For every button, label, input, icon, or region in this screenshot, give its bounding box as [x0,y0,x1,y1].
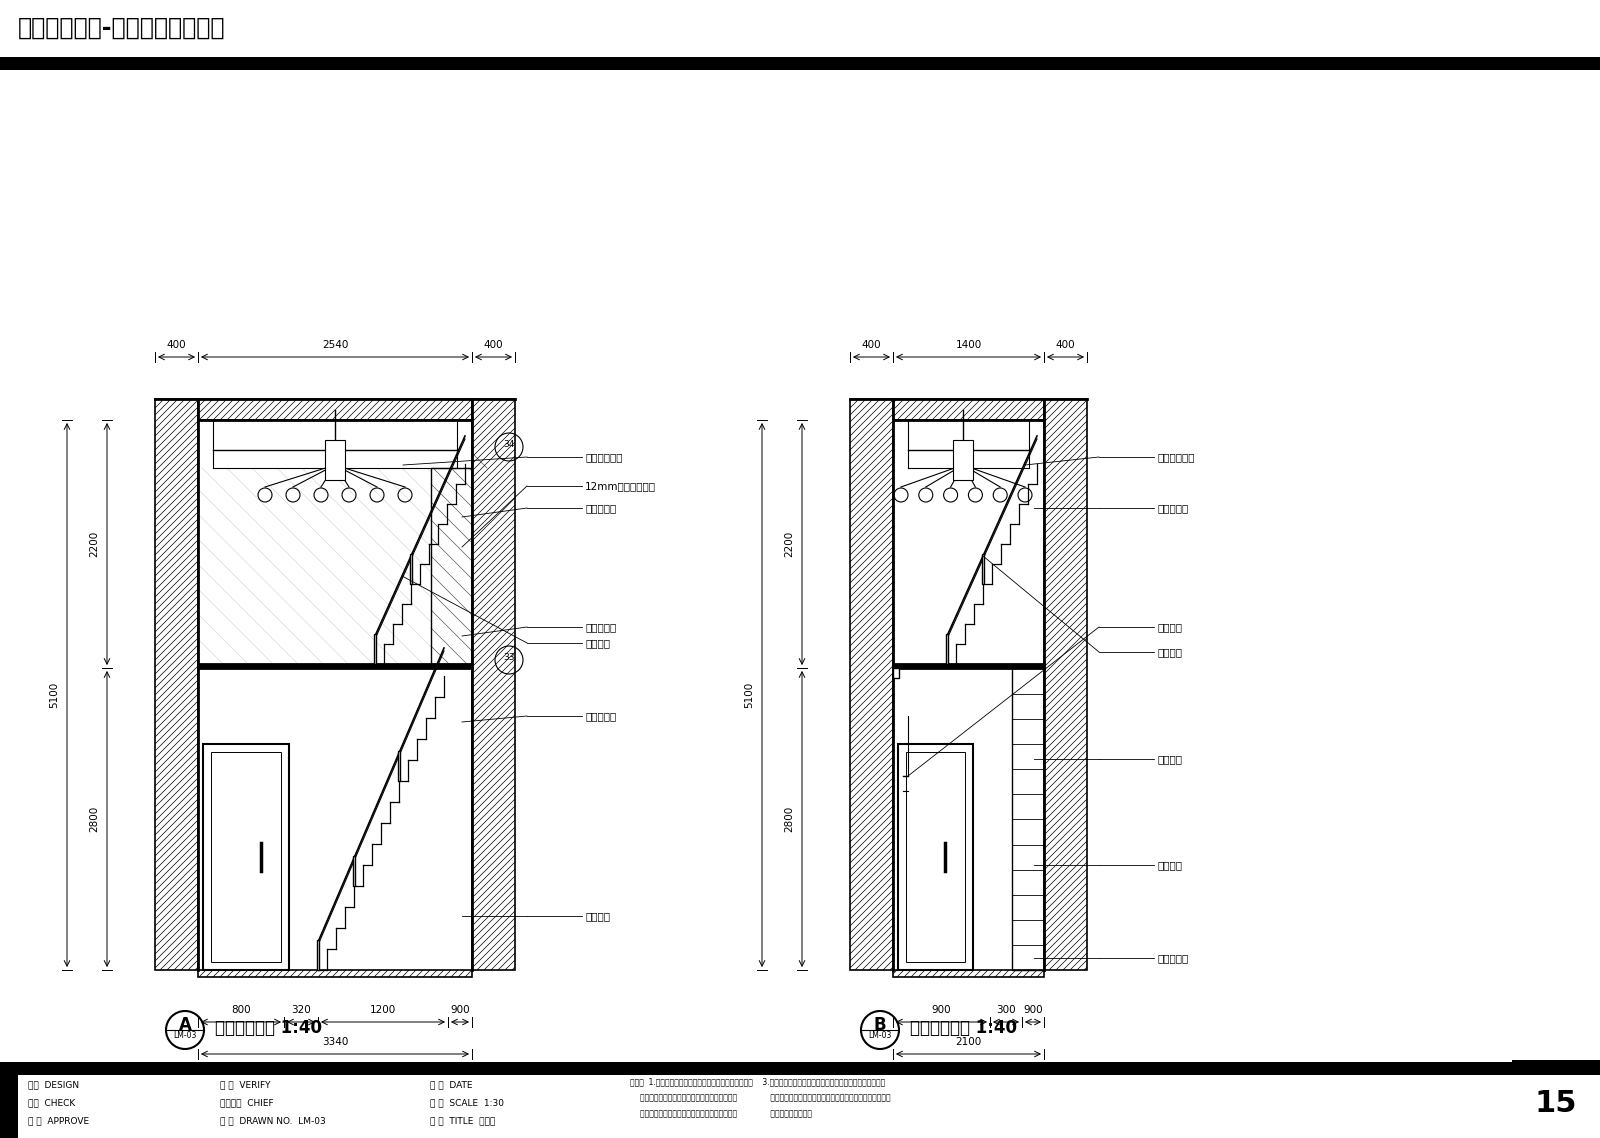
Text: A: A [179,1016,192,1034]
Text: 2800: 2800 [784,806,794,832]
Text: 面板饰面: 面板饰面 [586,912,610,921]
Text: 400: 400 [1056,340,1075,351]
Bar [0,57,1600,71]
Text: 实木栏杆: 实木栏杆 [586,638,610,648]
Text: 校对  CHECK: 校对 CHECK [29,1098,75,1107]
Bar [1512,1059,1600,1075]
Text: 1400: 1400 [955,340,982,351]
Text: 乳胶漆饰面: 乳胶漆饰面 [586,622,616,632]
Text: 900: 900 [931,1005,952,1015]
Text: 2100: 2100 [955,1037,982,1047]
Bar [203,744,290,970]
Text: 900: 900 [450,1005,470,1015]
Text: B: B [874,1016,886,1034]
Text: 面板饰面: 面板饰面 [1157,754,1182,764]
Bar [906,752,965,962]
Bar [893,399,1043,420]
Text: 审 核  VERIFY: 审 核 VERIFY [221,1080,270,1089]
Bar [410,554,413,584]
Text: 楼梯间立面图 1:40: 楼梯间立面图 1:40 [910,1019,1018,1037]
Text: 15: 15 [1534,1089,1578,1118]
Bar [198,970,472,978]
Bar [946,634,947,663]
Text: 比 例  SCALE  1:30: 比 例 SCALE 1:30 [430,1098,504,1107]
Text: 项目负责  CHIEF: 项目负责 CHIEF [221,1098,274,1107]
Bar [0,1062,1600,1075]
Text: 审 定  APPROVE: 审 定 APPROVE [29,1116,90,1125]
Text: 图 名  TITLE  立面图: 图 名 TITLE 立面图 [430,1116,496,1125]
Text: 400: 400 [483,340,504,351]
Text: 乳胶漆饰面: 乳胶漆饰面 [586,711,616,721]
Text: 5100: 5100 [50,682,59,708]
Text: 乳胶漆饰面: 乳胶漆饰面 [1157,503,1189,513]
Text: 成品艺术吊灯: 成品艺术吊灯 [1157,452,1195,462]
Bar [211,752,282,962]
Bar [893,663,1043,668]
Text: 2200: 2200 [90,530,99,558]
Text: 400: 400 [862,340,882,351]
Text: 楼梯间立面图 1:40: 楼梯间立面图 1:40 [214,1019,322,1037]
Text: 图纸；如发现有任何矛盾处，应通知设计单位。              或签名的图纸无效。: 图纸；如发现有任何矛盾处，应通知设计单位。 或签名的图纸无效。 [640,1110,813,1119]
Bar [898,744,973,970]
Bar [982,554,984,584]
Text: 日 期  DATE: 日 期 DATE [430,1080,472,1089]
Bar [850,399,893,970]
Text: 实木栏杆: 实木栏杆 [1157,622,1182,632]
Text: 300: 300 [997,1005,1016,1015]
Text: 3340: 3340 [322,1037,349,1047]
Text: 900: 900 [1022,1005,1043,1015]
Text: 备注：  1.切割以比例量度此图，一切切以图纸标注为准。    3.本图版权归深圳市奥博堂装饰设计公司所有，未经允许不: 备注： 1.切割以比例量度此图，一切切以图纸标注为准。 3.本图版权归深圳市奥博… [630,1078,885,1087]
Bar [430,468,472,663]
Text: 12mm钢化玻璃隔墙: 12mm钢化玻璃隔墙 [586,481,656,490]
Bar [325,440,346,480]
Text: 2200: 2200 [784,530,794,558]
Text: LM-03: LM-03 [173,1031,197,1040]
Text: 图 号  DRAWN NO.  LM-03: 图 号 DRAWN NO. LM-03 [221,1116,326,1125]
Text: 2540: 2540 [322,340,349,351]
Text: 320: 320 [291,1005,310,1015]
Bar [1013,668,1043,970]
Bar [954,440,973,480]
Bar [155,399,198,970]
Text: 400: 400 [166,340,186,351]
Bar [198,399,472,420]
Text: 使用此图纸，应同时参照建筑图纸及其他相关文              得将真实于本项目出以外的用场合；本盖也原有请查设计人: 使用此图纸，应同时参照建筑图纸及其他相关文 得将真实于本项目出以外的用场合；本盖… [640,1094,891,1103]
Bar [374,634,376,663]
Text: 深圳盐田茶室-室内设计装饰工程: 深圳盐田茶室-室内设计装饰工程 [18,16,226,40]
Bar [198,663,472,668]
Bar [893,668,899,678]
Bar [893,970,1043,978]
Text: 1200: 1200 [370,1005,397,1015]
Text: 2800: 2800 [90,806,99,832]
Text: 33: 33 [504,652,515,661]
Text: 木制地脚线: 木制地脚线 [1157,953,1189,963]
Text: 实木栏杆: 实木栏杆 [1157,648,1182,657]
Text: 设计  DESIGN: 设计 DESIGN [29,1080,78,1089]
Bar [317,940,318,970]
Text: 面板饰面: 面板饰面 [1157,860,1182,869]
Text: 800: 800 [230,1005,251,1015]
Bar [1043,399,1086,970]
Text: 成品艺术吊灯: 成品艺术吊灯 [586,452,622,462]
Bar [472,399,515,970]
Text: LM-03: LM-03 [869,1031,891,1040]
Text: 34: 34 [504,439,515,448]
Bar [398,751,400,781]
Text: 乳胶漆饰面: 乳胶漆饰面 [586,503,616,513]
Text: 5100: 5100 [744,682,754,708]
Bar [0,1075,18,1138]
Bar [354,856,355,887]
